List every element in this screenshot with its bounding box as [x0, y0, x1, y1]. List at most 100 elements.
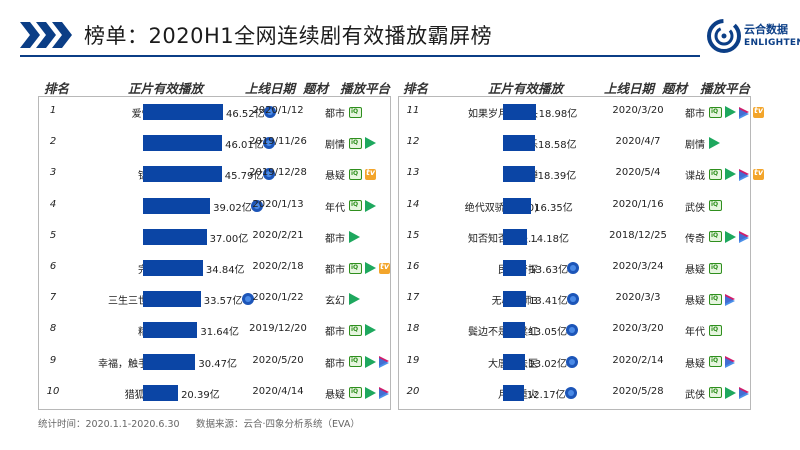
- genre-label: 悬疑: [325, 389, 345, 401]
- youku-icon: [725, 356, 736, 369]
- bar-mark: [503, 322, 526, 339]
- col-header-genre: 题材: [303, 81, 329, 96]
- value-label: 20.39亿: [181, 389, 220, 401]
- col-header-plays: 正片有效播放: [488, 81, 564, 96]
- col-header-rank: 排名: [403, 81, 429, 96]
- iqiyi-icon: [349, 356, 362, 368]
- mango-icon: [365, 168, 376, 180]
- iqiyi-icon: [709, 293, 722, 305]
- rank-number: 2: [49, 136, 57, 148]
- platform-list: [349, 167, 379, 181]
- rank-number: 11: [406, 105, 420, 116]
- tencent-icon: [349, 293, 360, 306]
- value-label: 18.98亿: [538, 109, 578, 120]
- tencent-icon: [725, 386, 736, 399]
- iqiyi-icon: [709, 387, 722, 399]
- bar-mark: [503, 104, 536, 120]
- mango-icon: [753, 106, 764, 118]
- rank-number: 12: [406, 136, 420, 148]
- bar-mark: [143, 260, 203, 276]
- tencent-icon: [725, 106, 736, 118]
- iqiyi-icon: [349, 106, 362, 118]
- bar-mark: [143, 322, 198, 339]
- platform-list: [709, 261, 725, 275]
- tencent-icon: [365, 262, 376, 274]
- bar-mark: [503, 166, 535, 183]
- tencent-icon: [725, 168, 736, 181]
- rank-number: 17: [406, 292, 420, 304]
- col-header-platform: 播放平台: [700, 81, 751, 96]
- platform-list: [709, 136, 723, 150]
- iqiyi-icon: [349, 137, 362, 149]
- release-date: 2020/4/14: [252, 385, 304, 397]
- value-label: 31.64亿: [200, 327, 240, 339]
- platform-list: [349, 105, 365, 119]
- platform-list: [709, 167, 767, 181]
- genre-label: 剧情: [325, 140, 345, 152]
- tencent-icon: [365, 355, 376, 368]
- genre-label: 都市: [325, 265, 345, 276]
- release-date: 2020/3/20: [612, 323, 664, 335]
- logo-text-cn: 云合数据: [744, 23, 788, 36]
- bar-mark: [503, 291, 527, 308]
- rank-number: 5: [49, 229, 57, 241]
- release-date: 2020/5/20: [252, 354, 304, 366]
- rank-number: 13: [406, 167, 420, 179]
- iqiyi-icon: [709, 262, 722, 274]
- value-label: 13.05亿: [528, 327, 568, 339]
- vip-badge-icon: [264, 106, 276, 118]
- iqiyi-icon: [349, 262, 362, 274]
- value-label: 33.57亿: [203, 296, 243, 308]
- platform-list: [709, 105, 767, 119]
- page-title: 榜单：2020H1全网连续剧有效播放霸屏榜: [84, 24, 493, 48]
- value-label: 18.58亿: [537, 140, 577, 152]
- bar-mark: [503, 353, 526, 370]
- genre-label: 年代: [685, 327, 705, 339]
- platform-list: [349, 230, 363, 244]
- release-date: 2020/1/22: [252, 292, 304, 304]
- rank-number: 15: [406, 229, 420, 241]
- vip-badge-icon: [567, 293, 580, 306]
- value-label: 13.41亿: [529, 296, 568, 308]
- release-date: 2020/5/4: [615, 167, 661, 179]
- platform-list: [709, 323, 725, 337]
- rank-number: 20: [406, 385, 420, 397]
- genre-label: 谍战: [685, 171, 705, 183]
- platform-list: [349, 261, 393, 275]
- youku-icon: [739, 168, 750, 181]
- release-date: 2020/5/28: [612, 385, 664, 397]
- title-divider: [20, 55, 700, 57]
- vip-badge-icon: [263, 137, 276, 150]
- platform-list: [349, 323, 379, 337]
- drama-title: 幸福，触手可及！: [98, 358, 178, 370]
- value-label: 39.02亿: [213, 202, 252, 214]
- vip-badge-icon: [564, 386, 577, 399]
- rank-number: 7: [49, 292, 57, 304]
- youku-icon: [739, 231, 750, 244]
- release-date: 2020/2/21: [252, 229, 304, 241]
- genre-label: 都市: [325, 327, 345, 339]
- release-date: 2019/12/28: [249, 167, 307, 179]
- bar-mark: [143, 135, 223, 152]
- iqiyi-icon: [709, 168, 722, 180]
- value-label: 16.35亿: [534, 202, 573, 214]
- platform-list: [709, 199, 725, 213]
- table-row: 14 绝代双骄(2020) 16.35亿 2020/1/16 武侠: [399, 191, 750, 222]
- footer-source: 数据来源：云合·四象分析系统（EVA）: [196, 419, 360, 430]
- value-label: 18.39亿: [537, 171, 577, 183]
- iqiyi-icon: [709, 106, 722, 118]
- release-date: 2019/11/26: [249, 136, 307, 148]
- iqiyi-icon: [709, 356, 722, 368]
- logo-globe-icon: [707, 19, 741, 53]
- platform-list: [349, 136, 379, 150]
